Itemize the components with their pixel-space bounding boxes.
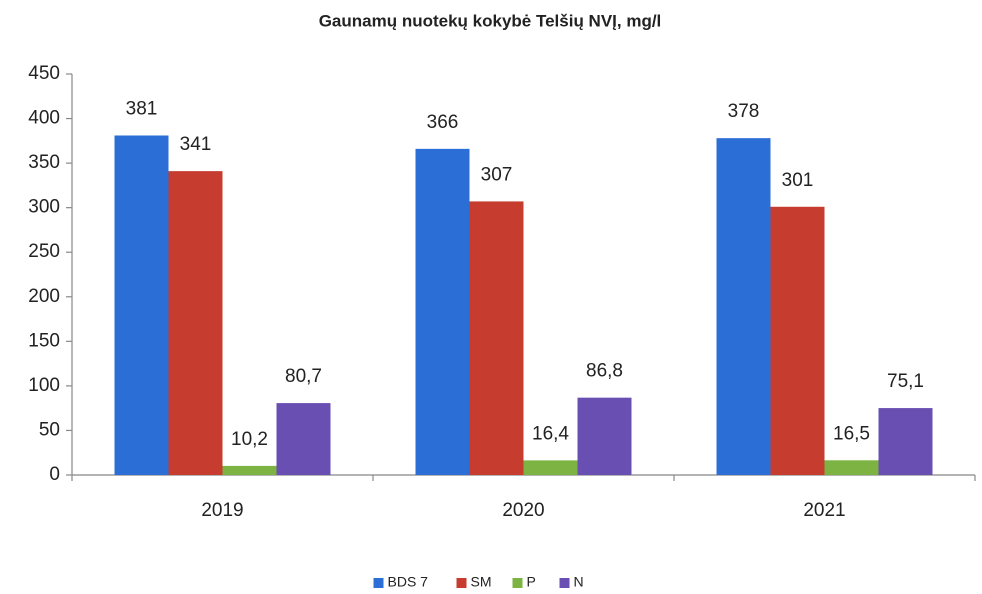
value-label: 86,8	[586, 361, 623, 382]
bar	[716, 138, 771, 475]
legend-swatch	[512, 578, 523, 588]
x-tick-label: 2019	[201, 500, 243, 521]
bar	[523, 460, 578, 475]
bar	[415, 148, 470, 475]
bar	[878, 408, 933, 475]
y-tick-label: 450	[28, 63, 60, 84]
chart-title: Gaunamų nuotekų kokybė Telšių NVĮ, mg/l	[319, 11, 662, 30]
legend-swatch	[559, 578, 570, 588]
legend-swatch	[373, 578, 384, 588]
value-label: 341	[180, 134, 212, 155]
y-tick-label: 350	[28, 152, 60, 173]
bar	[114, 135, 169, 475]
bar	[222, 465, 277, 475]
value-label: 16,5	[833, 423, 870, 444]
y-tick-label: 50	[39, 419, 60, 440]
bar	[469, 201, 524, 475]
legend-swatch	[456, 578, 467, 588]
legend-label: BDS 7	[388, 574, 429, 590]
y-tick-label: 100	[28, 375, 60, 396]
x-tick-label: 2021	[803, 500, 845, 521]
bar	[577, 397, 632, 475]
value-label: 16,4	[532, 423, 569, 444]
value-label: 366	[427, 112, 459, 133]
y-tick-label: 300	[28, 197, 60, 218]
bar	[824, 460, 879, 475]
value-label: 301	[782, 170, 814, 191]
value-label: 10,2	[231, 429, 268, 450]
value-label: 75,1	[887, 371, 924, 392]
y-tick-label: 0	[49, 464, 60, 485]
bar	[276, 403, 331, 475]
x-tick-label: 2020	[502, 500, 544, 521]
y-tick-label: 150	[28, 330, 60, 351]
legend-label: SM	[471, 574, 492, 590]
value-label: 381	[126, 99, 158, 120]
value-label: 307	[481, 164, 513, 185]
value-label: 80,7	[285, 366, 322, 387]
y-tick-label: 200	[28, 286, 60, 307]
legend-label: P	[527, 574, 536, 590]
value-label: 378	[728, 101, 760, 122]
y-tick-label: 250	[28, 241, 60, 262]
bar	[770, 206, 825, 475]
bar	[168, 171, 223, 475]
y-tick-label: 400	[28, 108, 60, 129]
legend-label: N	[574, 574, 584, 590]
